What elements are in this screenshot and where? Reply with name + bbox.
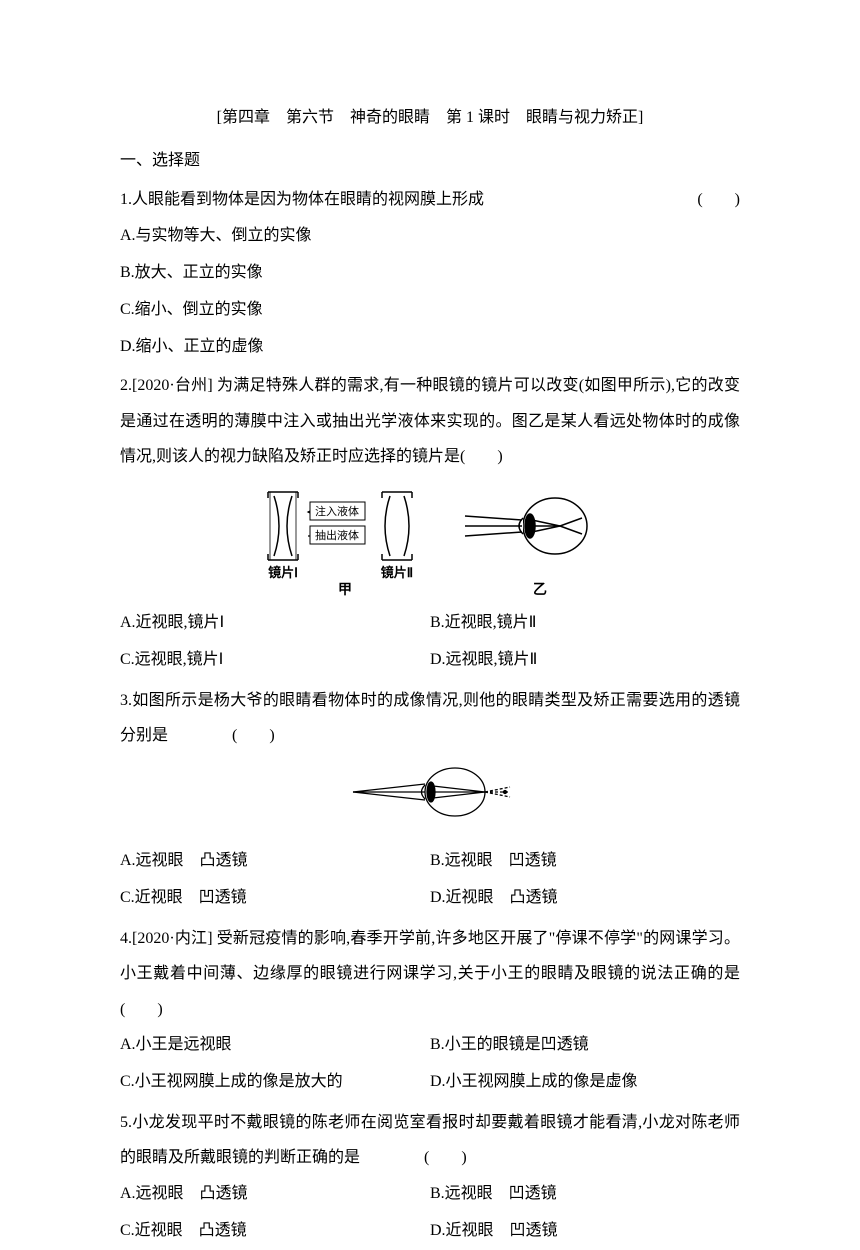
- q4-text: 4.[2020·内江] 受新冠疫情的影响,春季开学前,许多地区开展了"停课不停学…: [120, 930, 740, 982]
- q3-opt-a: A.远视眼 凸透镜: [120, 843, 430, 878]
- q1-opt-d: D.缩小、正立的虚像: [120, 329, 740, 364]
- q5-opt-a: A.远视眼 凸透镜: [120, 1176, 430, 1211]
- q5-paren: ( ): [424, 1140, 467, 1175]
- q2-opt-b: B.近视眼,镜片Ⅱ: [430, 605, 740, 640]
- q5-opt-c: C.近视眼 凸透镜: [120, 1213, 430, 1248]
- svg-text:甲: 甲: [338, 582, 352, 597]
- question-3: 3.如图所示是杨大爷的眼睛看物体时的成像情况,则他的眼睛类型及矫正需要选用的透镜…: [120, 683, 740, 917]
- q4-paren: ( ): [120, 1001, 163, 1018]
- q2-opt-a: A.近视眼,镜片Ⅰ: [120, 605, 430, 640]
- q3-opt-d: D.近视眼 凸透镜: [430, 880, 740, 915]
- q3-paren: ( ): [232, 718, 275, 753]
- q3-opt-c: C.近视眼 凹透镜: [120, 880, 430, 915]
- question-5: 5.小龙发现平时不戴眼镜的陈老师在阅览室看报时却要戴着眼镜才能看清,小龙对陈老师…: [120, 1105, 740, 1250]
- question-2: 2.[2020·台州] 为满足特殊人群的需求,有一种眼镜的镜片可以改变(如图甲所…: [120, 368, 740, 679]
- q3-text: 3.如图所示是杨大爷的眼睛看物体时的成像情况,则他的眼睛类型及矫正需要选用的透镜…: [120, 692, 740, 744]
- q1-text: 1.人眼能看到物体是因为物体在眼睛的视网膜上形成: [120, 191, 484, 208]
- q2-figure: 注入液体 抽出液体 镜片Ⅰ 镜片Ⅱ 甲: [120, 482, 740, 597]
- svg-text:镜片Ⅰ: 镜片Ⅰ: [268, 565, 298, 580]
- question-4: 4.[2020·内江] 受新冠疫情的影响,春季开学前,许多地区开展了"停课不停学…: [120, 921, 740, 1101]
- q4-opt-b: B.小王的眼镜是凹透镜: [430, 1027, 740, 1062]
- q2-figure-jia: 注入液体 抽出液体 镜片Ⅰ 镜片Ⅱ 甲: [260, 482, 430, 597]
- svg-text:抽出液体: 抽出液体: [315, 528, 359, 542]
- q2-opt-d: D.远视眼,镜片Ⅱ: [430, 642, 740, 677]
- q3-opt-b: B.远视眼 凹透镜: [430, 843, 740, 878]
- q2-figure-yi: 乙: [460, 482, 600, 597]
- q2-opt-c: C.远视眼,镜片Ⅰ: [120, 642, 430, 677]
- svg-text:注入液体: 注入液体: [315, 504, 359, 518]
- svg-text:镜片Ⅱ: 镜片Ⅱ: [381, 565, 413, 580]
- q2-text: 2.[2020·台州] 为满足特殊人群的需求,有一种眼镜的镜片可以改变(如图甲所…: [120, 368, 740, 474]
- section-title: 一、选择题: [120, 143, 740, 178]
- question-1: 1.人眼能看到物体是因为物体在眼睛的视网膜上形成 ( ) A.与实物等大、倒立的…: [120, 182, 740, 364]
- q4-opt-a: A.小王是远视眼: [120, 1027, 430, 1062]
- svg-text:乙: 乙: [533, 582, 547, 597]
- q1-opt-a: A.与实物等大、倒立的实像: [120, 218, 740, 253]
- q5-opt-d: D.近视眼 凹透镜: [430, 1213, 740, 1248]
- q5-opt-b: B.远视眼 凹透镜: [430, 1176, 740, 1211]
- q3-figure: [120, 762, 740, 835]
- q4-opt-d: D.小王视网膜上成的像是虚像: [430, 1064, 740, 1099]
- q1-opt-b: B.放大、正立的实像: [120, 255, 740, 290]
- q4-opt-c: C.小王视网膜上成的像是放大的: [120, 1064, 430, 1099]
- q1-paren: ( ): [697, 182, 740, 217]
- chapter-header: [第四章 第六节 神奇的眼睛 第 1 课时 眼睛与视力矫正]: [120, 100, 740, 135]
- q1-opt-c: C.缩小、倒立的实像: [120, 292, 740, 327]
